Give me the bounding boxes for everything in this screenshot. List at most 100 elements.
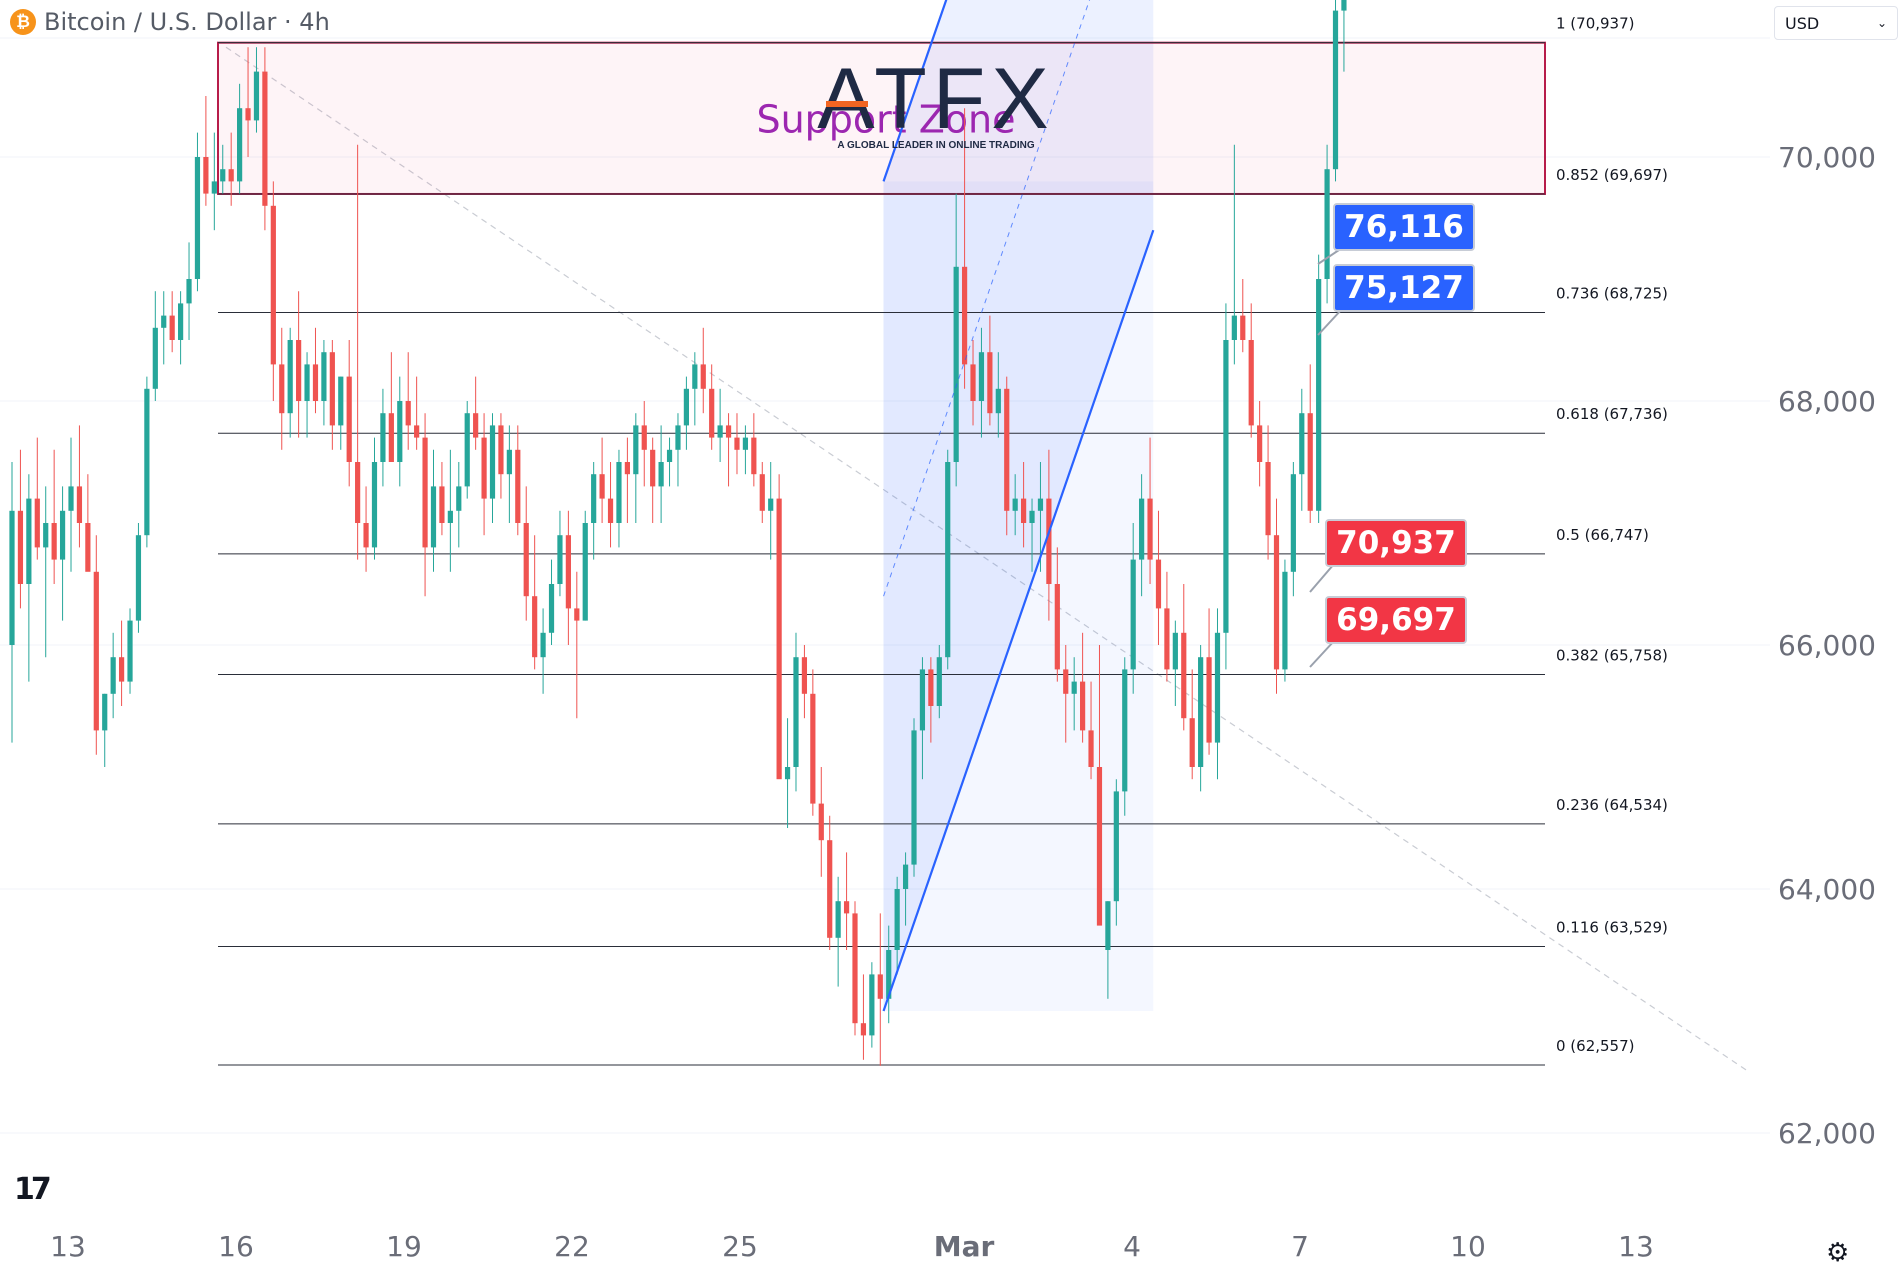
candle-body xyxy=(245,108,251,121)
candle-body xyxy=(34,498,40,548)
candle-body xyxy=(650,449,656,487)
candle-body xyxy=(700,364,706,389)
candle-body xyxy=(953,266,959,462)
candle-body xyxy=(279,364,285,414)
candle-body xyxy=(616,462,622,523)
candle-body xyxy=(1088,730,1094,767)
price-tag-label: 75,127 xyxy=(1344,270,1464,306)
candle-body xyxy=(237,108,243,182)
candle-body xyxy=(1046,498,1052,584)
candle-body xyxy=(1214,632,1221,743)
gear-icon[interactable]: ⚙ xyxy=(1826,1238,1850,1268)
logo-text: ATFX xyxy=(817,51,1054,147)
symbol-title: Bitcoin / U.S. Dollar · 4h xyxy=(44,8,330,36)
candle-body xyxy=(253,71,260,121)
candle-body xyxy=(355,462,361,523)
candle-body xyxy=(599,474,605,499)
y-tick-label: 62,000 xyxy=(1778,1117,1876,1150)
fib-label: 0.116 (63,529) xyxy=(1556,918,1668,936)
candle-body xyxy=(17,510,24,584)
candle-body xyxy=(1139,498,1145,560)
candle-body xyxy=(1012,498,1018,511)
chevron-down-icon: ⌄ xyxy=(1876,16,1887,30)
candle-body xyxy=(827,840,833,938)
candle-body xyxy=(759,474,765,511)
candle-body xyxy=(886,950,892,999)
candle-body xyxy=(135,535,142,621)
candle-body xyxy=(532,596,538,658)
candle-body xyxy=(464,413,470,487)
candle-body xyxy=(1130,559,1136,670)
candle-body xyxy=(961,266,968,365)
x-tick-label: 16 xyxy=(218,1230,254,1263)
candle-body xyxy=(515,449,521,523)
price-tag-callout xyxy=(1309,640,1335,668)
candle-body xyxy=(835,901,841,938)
candle-body xyxy=(422,437,428,548)
candle-body xyxy=(852,913,858,1024)
candle-body xyxy=(1147,498,1153,560)
candle-body xyxy=(456,486,462,511)
candle-body xyxy=(203,157,209,194)
price-tag-callout xyxy=(1317,308,1343,336)
candle-body xyxy=(987,352,993,414)
price-tags: 76,116 75,127 70,937 69,697 xyxy=(1309,203,1475,668)
candle-body xyxy=(110,657,116,694)
channel-middle-line xyxy=(883,0,1091,597)
bitcoin-icon: ₿ xyxy=(10,9,36,35)
candle-body xyxy=(928,669,934,706)
candle-body xyxy=(1096,767,1103,926)
symbol-header[interactable]: ₿ Bitcoin / U.S. Dollar · 4h xyxy=(10,8,330,36)
y-tick-label: 68,000 xyxy=(1778,385,1876,418)
candle-body xyxy=(118,657,125,682)
candle-body xyxy=(1265,462,1271,536)
candle-body xyxy=(59,510,66,560)
y-axis: 62,00064,00066,00068,00070,00072,00074,0… xyxy=(1778,141,1876,1150)
candle-body xyxy=(68,486,74,511)
fib-label: 0.382 (65,758) xyxy=(1556,647,1668,665)
candle-body xyxy=(380,413,386,462)
tradingview-logo-icon[interactable]: 17 xyxy=(14,1172,52,1207)
candle-body xyxy=(270,205,276,365)
channel-lines xyxy=(882,0,1155,1012)
price-tag-label: 76,116 xyxy=(1344,209,1464,245)
candle-body xyxy=(1164,608,1170,670)
fib-label: 0.236 (64,534) xyxy=(1556,796,1668,814)
x-tick-label: 7 xyxy=(1291,1230,1309,1263)
candle-body xyxy=(1004,388,1010,511)
candle-body xyxy=(1257,425,1263,462)
candle-body xyxy=(557,535,563,584)
candle-body xyxy=(548,584,555,633)
candle-body xyxy=(709,388,715,438)
candle-body xyxy=(346,376,352,462)
candle-body xyxy=(481,437,487,499)
candle-body xyxy=(414,425,420,438)
candle-body xyxy=(405,401,411,426)
price-tag xyxy=(1333,203,1475,251)
candle-body xyxy=(1037,498,1044,511)
price-tag-label: 69,697 xyxy=(1336,602,1456,638)
candle-body xyxy=(919,669,926,731)
candle-body xyxy=(1307,413,1313,511)
price-tag-callout xyxy=(1309,563,1335,593)
candle-body xyxy=(742,437,749,450)
candle-body xyxy=(1113,791,1119,902)
fib-label: 0 (62,557) xyxy=(1556,1037,1635,1055)
candle-body xyxy=(692,364,698,389)
candle-body xyxy=(1332,10,1339,170)
candle-body xyxy=(945,462,951,658)
candle-body xyxy=(1240,315,1246,340)
candle-body xyxy=(1122,669,1128,792)
candle-body xyxy=(102,693,108,731)
candle-body xyxy=(178,303,184,340)
candle-body xyxy=(1273,535,1280,670)
candle-body xyxy=(51,523,57,560)
candle-body xyxy=(801,657,808,694)
candle-body xyxy=(161,315,167,328)
candle-body xyxy=(523,523,529,597)
currency-select[interactable]: USD ⌄ xyxy=(1774,6,1898,40)
candle-body xyxy=(338,376,344,426)
candle-body xyxy=(211,181,217,194)
candle-body xyxy=(186,279,192,304)
